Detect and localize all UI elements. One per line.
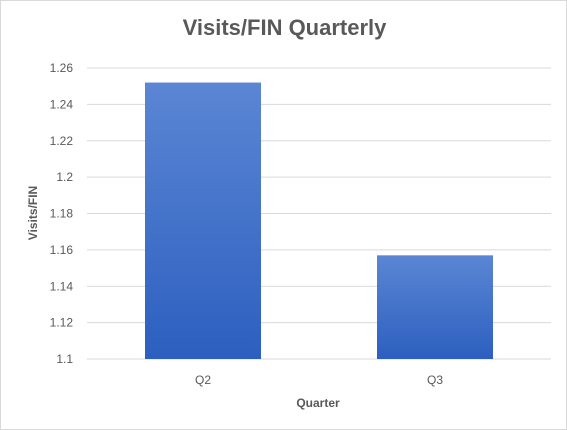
chart-title: Visits/FIN Quarterly xyxy=(182,15,387,40)
y-tick-label: 1.2 xyxy=(56,170,73,184)
y-tick-label: 1.22 xyxy=(50,134,74,148)
bars xyxy=(145,82,493,360)
y-tick-label: 1.18 xyxy=(50,207,74,221)
x-axis-title: Quarter xyxy=(296,396,340,410)
y-axis-ticks: 1.1 1.12 1.14 1.16 1.18 1.2 1.22 1.24 1.26 xyxy=(50,61,74,366)
y-tick-label: 1.1 xyxy=(56,352,73,366)
y-axis-title: Visits/FIN xyxy=(26,186,40,240)
bar-q2 xyxy=(145,82,261,360)
y-tick-label: 1.12 xyxy=(50,316,74,330)
y-tick-label: 1.16 xyxy=(50,243,74,257)
y-tick-label: 1.24 xyxy=(50,97,74,111)
x-tick-label: Q2 xyxy=(195,373,211,387)
bar-q3 xyxy=(377,255,493,359)
y-tick-label: 1.26 xyxy=(50,61,74,75)
x-tick-label: Q3 xyxy=(427,373,443,387)
x-axis-ticks: Q2 Q3 xyxy=(195,373,443,387)
y-tick-label: 1.14 xyxy=(50,279,74,293)
